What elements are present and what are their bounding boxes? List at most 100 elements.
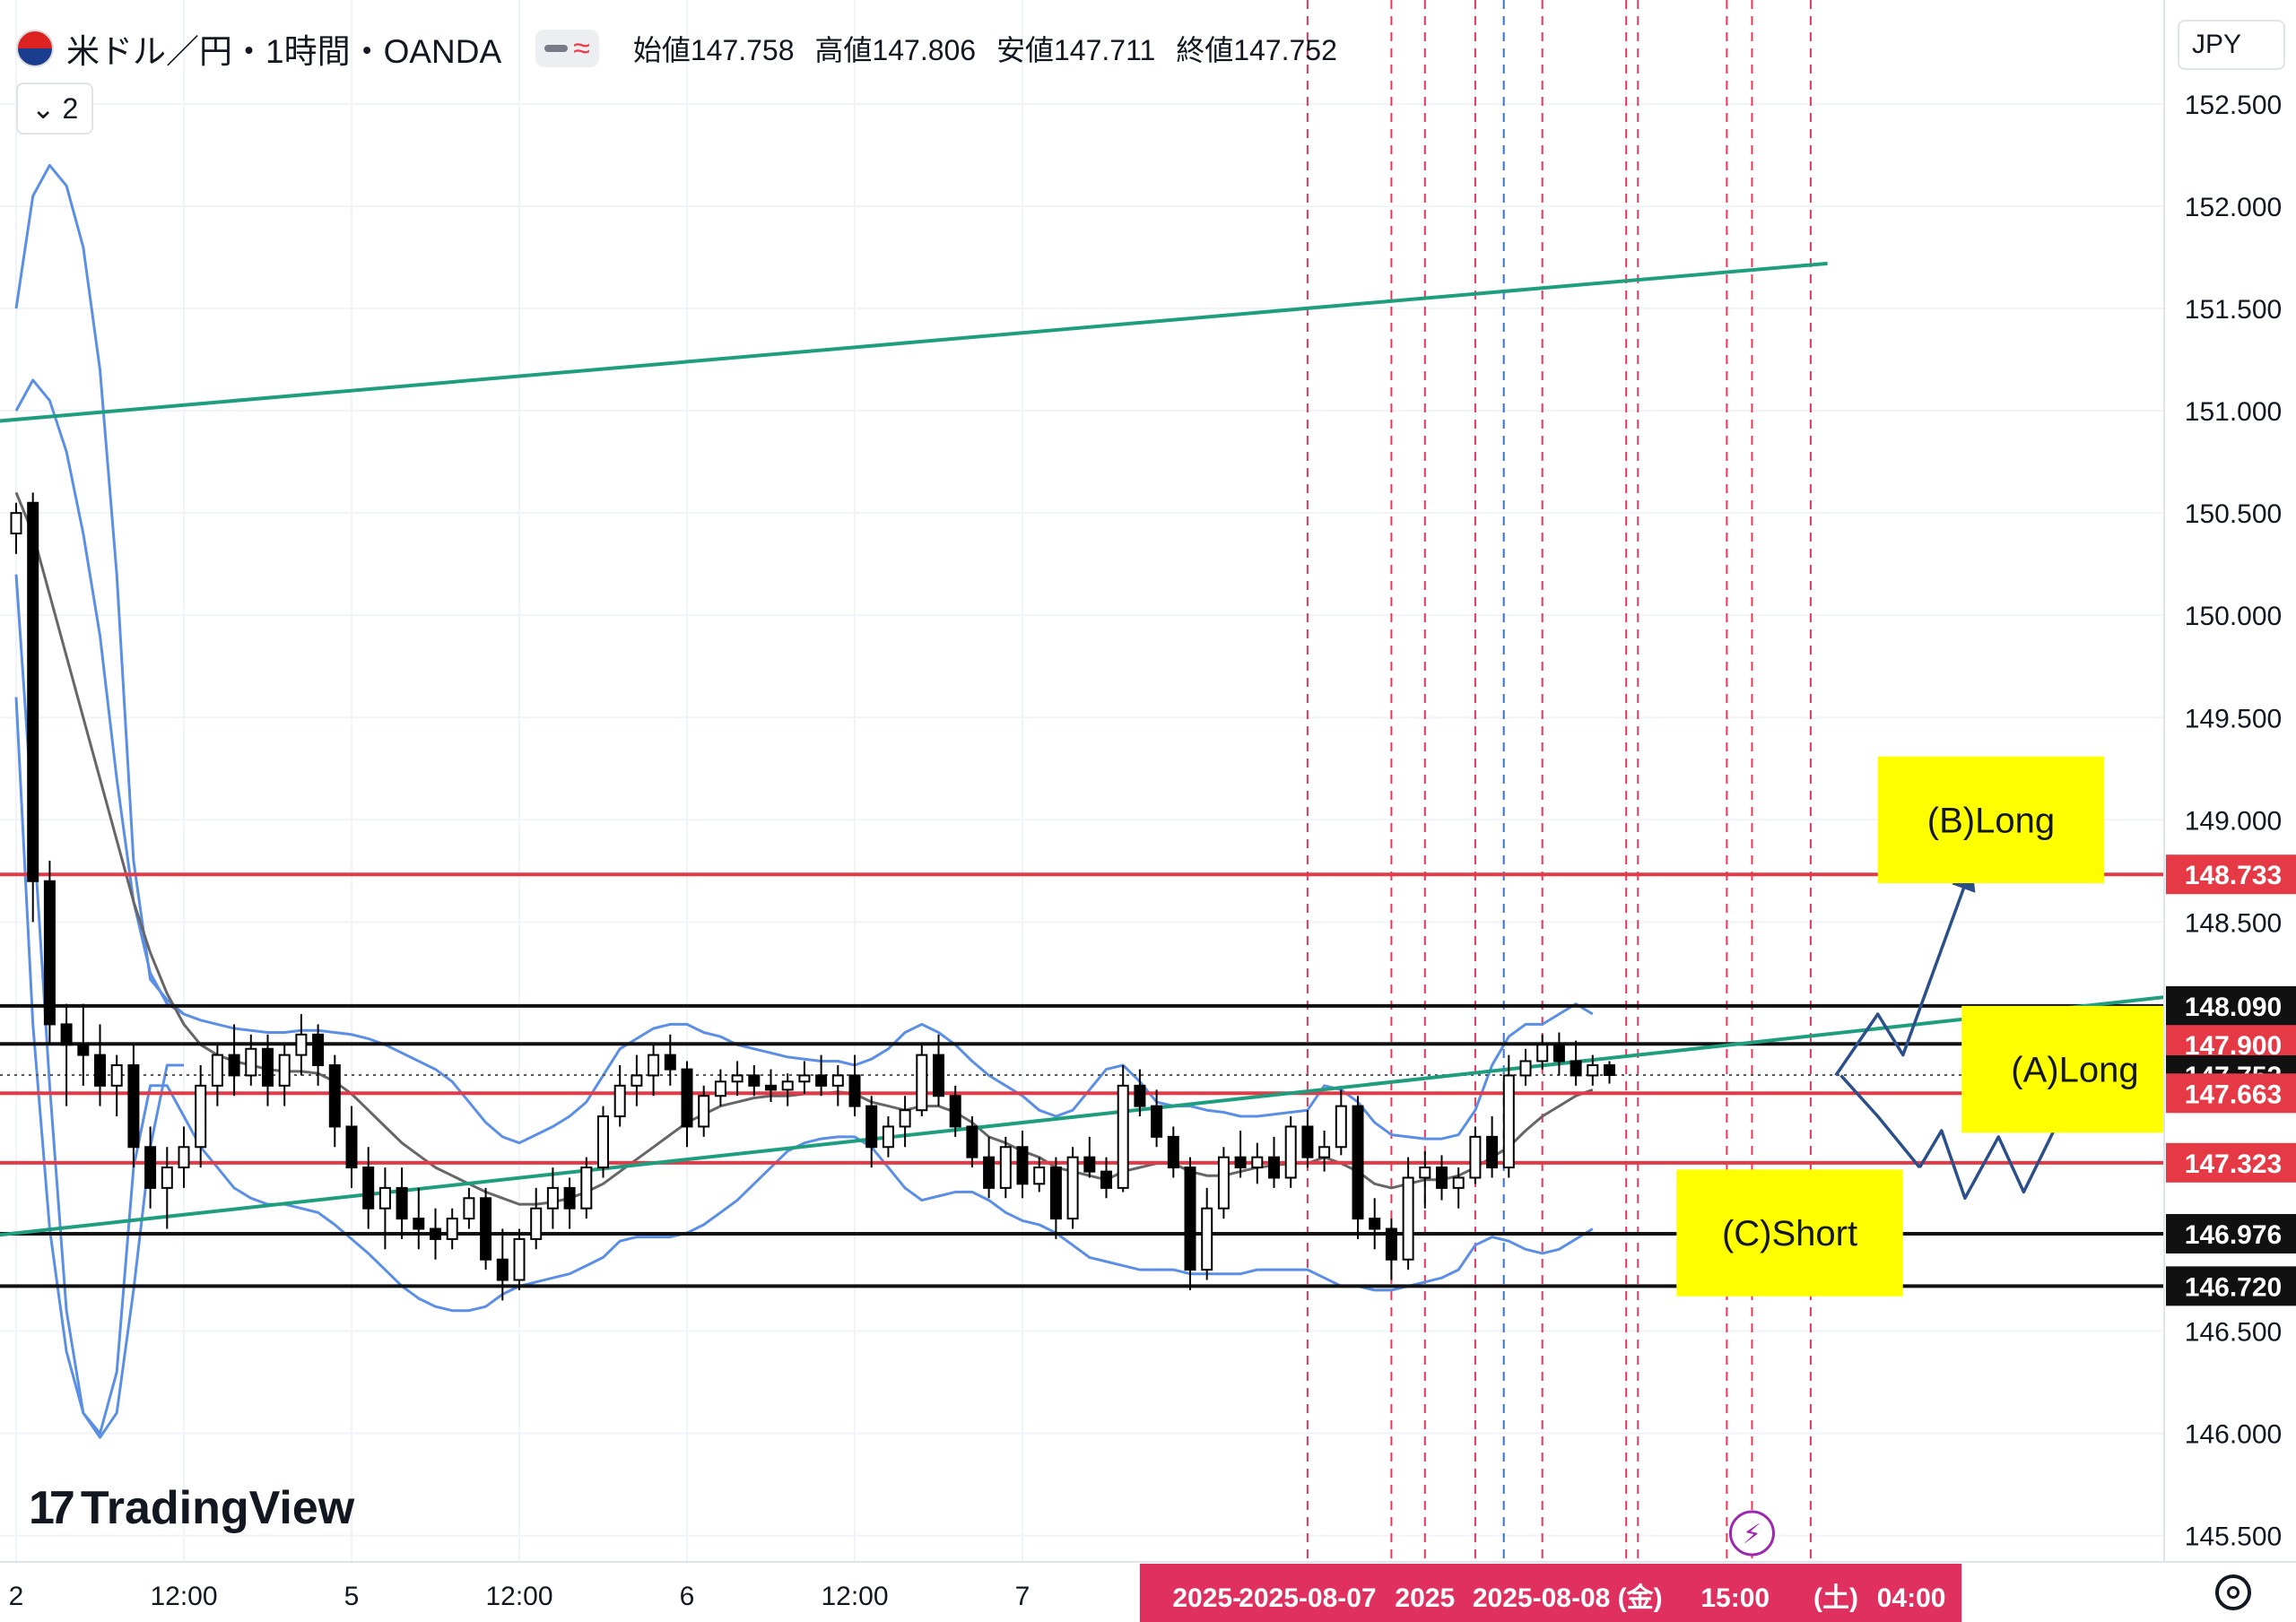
trend-line[interactable] (0, 261, 1828, 423)
candle-body (1117, 1084, 1129, 1189)
candle-body (10, 512, 22, 534)
candle-body (1217, 1156, 1230, 1210)
price-label-tag[interactable] (2166, 854, 2296, 895)
lightning-icon[interactable] (1728, 1510, 1775, 1557)
scenario-label-text[interactable]: (A)Long (2011, 1051, 2138, 1090)
price-label-value: 148.090 (2185, 993, 2282, 1022)
candle-body (413, 1218, 425, 1230)
price-axis-bg (2163, 0, 2296, 1622)
price-axis[interactable]: 152.500 152.000 151.500 151.000 150.500 150.0… (2163, 0, 2296, 1622)
candle-body (1502, 1074, 1515, 1169)
scenario-label-text[interactable]: (C)Short (1722, 1214, 1857, 1253)
indicator-collapse-button[interactable]: ⌄ 2 (16, 82, 93, 134)
price-label-tag[interactable] (2166, 1266, 2296, 1306)
price-label-tag[interactable] (2166, 1142, 2296, 1183)
candle-body (127, 1064, 140, 1149)
candle-body (848, 1074, 861, 1107)
candle-body (1369, 1218, 1381, 1230)
candle-body (865, 1105, 878, 1149)
grid (0, 0, 2163, 1562)
candle-body (1066, 1156, 1079, 1220)
candle-body (295, 1033, 308, 1056)
price-tick-label: 151.500 (2185, 295, 2282, 325)
candle-body (748, 1074, 761, 1087)
currency-selector[interactable]: JPY (2178, 20, 2285, 70)
tradingview-logo[interactable]: 17 TradingView (29, 1481, 354, 1535)
candle-body (1402, 1176, 1414, 1261)
candle-body (899, 1109, 911, 1128)
candle-body (546, 1186, 559, 1210)
candle-body (228, 1054, 240, 1077)
wave-icon: ≈ (573, 31, 590, 65)
candle-body (110, 1064, 123, 1087)
scenario-label-box[interactable] (1877, 756, 2105, 884)
candle-body (648, 1054, 660, 1077)
candle-body (765, 1084, 777, 1091)
us-flag-icon (16, 30, 54, 67)
time-highlight-label: 15:00 (1700, 1583, 1770, 1613)
candle-body (60, 1023, 73, 1046)
candle-body (43, 880, 56, 1026)
candle-body (178, 1146, 190, 1169)
time-tick-label: 12:00 (150, 1582, 217, 1611)
scenario-label-box[interactable] (1961, 1005, 2188, 1133)
price-tick-label: 150.000 (2185, 602, 2282, 631)
bollinger-lower (14, 574, 1594, 1436)
candle-body (362, 1167, 375, 1210)
settings-gear-icon[interactable] (2215, 1574, 2251, 1610)
scenario-label-text[interactable]: (B)Long (1927, 801, 2055, 840)
price-tick-label: 149.000 (2185, 806, 2282, 836)
scenario-arrow[interactable] (1839, 1074, 1921, 1169)
time-tick-label: 7 (1015, 1582, 1031, 1611)
candle-body (949, 1095, 961, 1128)
candle-body (1452, 1176, 1465, 1189)
indicator-toggle[interactable]: ≈ (535, 30, 599, 67)
candle-body (245, 1047, 257, 1077)
candle-body (430, 1227, 441, 1240)
candle-body (597, 1115, 609, 1169)
candle-body (613, 1084, 626, 1118)
candle-body (1486, 1135, 1499, 1169)
candle-body (731, 1074, 744, 1083)
candle-body (463, 1197, 475, 1220)
candle-body (211, 1054, 223, 1087)
symbol-title[interactable]: 米ドル／円・1時間・OANDA (66, 33, 502, 70)
candle-body (1100, 1170, 1112, 1189)
time-axis[interactable]: 212:00512:00612:0071204:002025-2025-08-0… (0, 1510, 2296, 1622)
candle-body (513, 1237, 526, 1281)
scenario-label-box[interactable] (1676, 1169, 1903, 1297)
candle-body (480, 1197, 492, 1261)
scenario-labels[interactable]: (B)Long (A)Long (C)Short (1676, 756, 2188, 1297)
candle-body (1587, 1064, 1599, 1077)
horizontal-levels[interactable] (0, 872, 2163, 1288)
time-axis-range-highlight[interactable] (1139, 1564, 1962, 1622)
time-highlight-label: 2025-08-07 (1239, 1583, 1376, 1613)
chevron-down-icon: ⌄ (30, 92, 56, 125)
candle-body (195, 1084, 207, 1149)
candle-body (815, 1074, 828, 1087)
candle-body (933, 1054, 944, 1097)
price-label-tag[interactable] (2166, 1073, 2296, 1114)
bollinger-bands (14, 163, 1594, 1439)
bollinger-outer-upper (14, 163, 185, 1016)
candle-body (446, 1218, 458, 1240)
bollinger-upper (14, 378, 1594, 1145)
price-label-tag[interactable] (2166, 1213, 2296, 1253)
candle-body (681, 1068, 693, 1128)
scenario-arrow[interactable] (1834, 864, 1976, 1077)
lightning-glyph: ⚡ (1743, 1519, 1761, 1550)
candle-body (882, 1125, 894, 1149)
price-tick-label: 151.000 (2185, 397, 2282, 427)
price-tick-label: 145.500 (2185, 1522, 2282, 1552)
time-highlight-label: 2025-08-08 (金) (1473, 1583, 1663, 1613)
candle-body (1268, 1156, 1280, 1179)
candle-body (580, 1167, 593, 1210)
close-value: 147.752 (1233, 34, 1337, 66)
candle-body (664, 1054, 676, 1071)
candle-body (916, 1054, 928, 1112)
candle-body (1151, 1105, 1163, 1138)
candle-body (563, 1186, 576, 1210)
price-tick-label: 152.000 (2185, 193, 2282, 222)
price-label-tag[interactable] (2166, 985, 2296, 1026)
